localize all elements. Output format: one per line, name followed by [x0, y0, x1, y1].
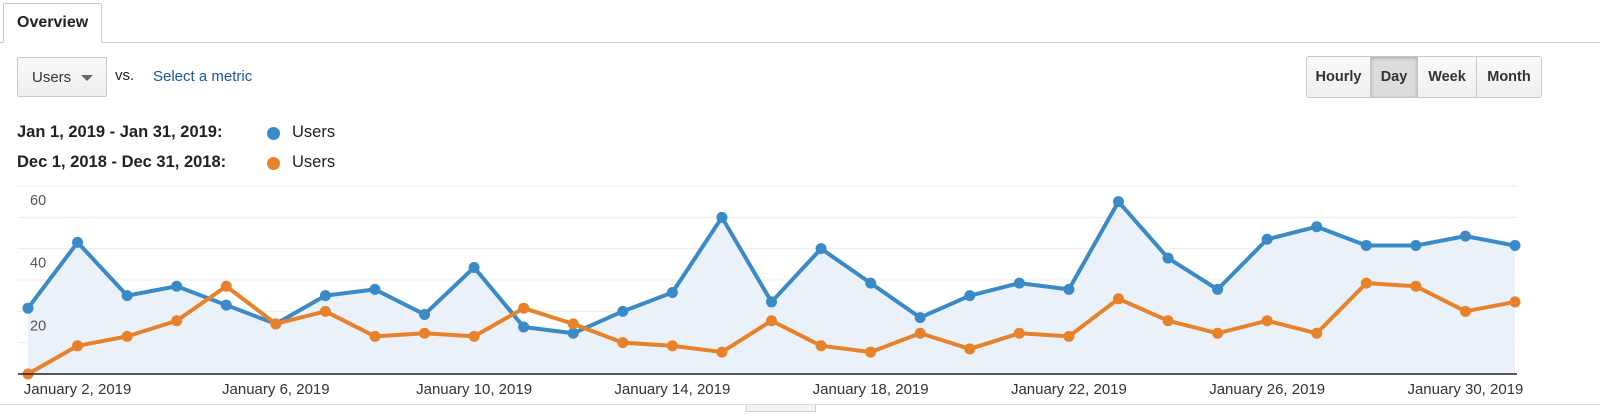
- data-point-previous: [567, 318, 579, 330]
- data-point-previous: [270, 318, 282, 330]
- data-point-current: [419, 308, 431, 320]
- select-metric-link[interactable]: Select a metric: [153, 68, 253, 85]
- data-point-current: [468, 261, 480, 273]
- data-point-current: [865, 277, 877, 289]
- data-point-current: [666, 287, 678, 299]
- data-point-previous: [1212, 327, 1224, 339]
- data-point-current: [1063, 283, 1075, 295]
- legend-range-previous: Dec 1, 2018 - Dec 31, 2018:: [17, 153, 227, 171]
- y-tick-label: 40: [30, 256, 46, 272]
- day-button[interactable]: Day: [1370, 57, 1417, 97]
- vs-label: vs.: [115, 67, 135, 84]
- data-point-current: [1459, 230, 1471, 242]
- data-point-previous: [815, 340, 827, 352]
- x-tick-label: January 2, 2019: [24, 381, 132, 398]
- data-point-previous: [1162, 315, 1174, 327]
- data-point-current: [1360, 240, 1372, 252]
- metric-select[interactable]: Users: [17, 57, 107, 97]
- x-tick-label: January 22, 2019: [1011, 381, 1127, 398]
- data-point-previous: [1013, 327, 1025, 339]
- x-tick-label: January 26, 2019: [1209, 381, 1325, 398]
- data-point-current: [220, 299, 232, 311]
- data-point-current: [72, 236, 84, 248]
- data-point-current: [617, 305, 629, 317]
- legend-series-previous: Users: [292, 153, 336, 171]
- data-point-current: [1112, 196, 1124, 208]
- legend-range-current: Jan 1, 2019 - Jan 31, 2019:: [17, 123, 223, 141]
- legend-series-current: Users: [292, 123, 336, 141]
- data-point-current: [518, 321, 530, 333]
- data-point-previous: [1311, 327, 1323, 339]
- data-point-current: [1013, 277, 1025, 289]
- data-point-previous: [1261, 315, 1273, 327]
- data-point-previous: [716, 346, 728, 358]
- data-point-previous: [914, 327, 926, 339]
- data-point-previous: [419, 327, 431, 339]
- caret-down-icon: [81, 75, 93, 81]
- line-chart: 20 40 60 January 2, 2019 January 6, 2019 Janu…: [18, 185, 1523, 398]
- granularity-button-group: Hourly Day Week Month: [1306, 56, 1542, 98]
- data-point-previous: [518, 302, 530, 314]
- data-point-current: [171, 280, 183, 292]
- data-point-previous: [1459, 305, 1471, 317]
- data-point-current: [369, 283, 381, 295]
- x-tick-label: January 6, 2019: [222, 381, 330, 398]
- data-point-current: [716, 211, 728, 223]
- data-point-previous: [468, 330, 480, 342]
- month-button[interactable]: Month: [1476, 57, 1541, 97]
- metric-select-label: Users: [32, 69, 72, 86]
- data-point-previous: [617, 337, 629, 349]
- data-point-previous: [1063, 330, 1075, 342]
- data-point-previous: [220, 280, 232, 292]
- data-point-current: [121, 290, 133, 302]
- week-button[interactable]: Week: [1417, 57, 1476, 97]
- data-point-previous: [1509, 296, 1521, 308]
- data-point-previous: [964, 343, 976, 355]
- x-tick-label: January 30, 2019: [1407, 381, 1523, 398]
- x-tick-label: January 18, 2019: [813, 381, 929, 398]
- tab-overview[interactable]: Overview: [3, 3, 103, 43]
- data-point-previous: [121, 330, 133, 342]
- data-point-current: [1311, 221, 1323, 233]
- y-tick-label: 60: [30, 193, 46, 209]
- data-point-previous: [1410, 280, 1422, 292]
- y-tick-label: 20: [30, 318, 46, 334]
- hourly-button[interactable]: Hourly: [1307, 57, 1370, 97]
- data-point-current: [914, 312, 926, 324]
- data-point-current: [567, 327, 579, 339]
- data-point-current: [815, 243, 827, 255]
- data-point-previous: [1112, 293, 1124, 305]
- legend-dot-current: [267, 127, 280, 140]
- data-point-current: [1212, 283, 1224, 295]
- data-point-previous: [865, 346, 877, 358]
- x-tick-label: January 10, 2019: [416, 381, 532, 398]
- data-point-previous: [319, 305, 331, 317]
- legend-dot-previous: [267, 157, 280, 170]
- data-point-previous: [766, 315, 777, 327]
- x-tick-label: January 14, 2019: [614, 381, 730, 398]
- data-point-current: [1261, 233, 1273, 245]
- data-point-previous: [666, 340, 678, 352]
- data-point-current: [319, 290, 331, 302]
- data-point-previous: [72, 340, 84, 352]
- data-point-current: [1509, 240, 1521, 252]
- data-point-current: [1162, 252, 1174, 264]
- data-point-current: [964, 290, 976, 302]
- data-point-current: [766, 296, 777, 308]
- scroll-handle[interactable]: [746, 405, 816, 412]
- chart-bottom-divider: [0, 404, 1600, 405]
- tab-bar: Overview: [0, 0, 1600, 43]
- data-point-current: [22, 302, 34, 314]
- data-point-previous: [1360, 277, 1372, 289]
- data-point-current: [1410, 240, 1422, 252]
- data-point-previous: [369, 330, 381, 342]
- data-point-previous: [171, 315, 183, 327]
- area-fill-current: [28, 201, 1515, 374]
